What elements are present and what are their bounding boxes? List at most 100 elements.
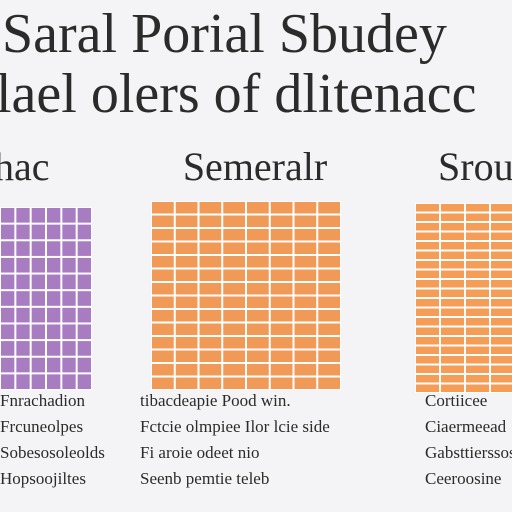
grid-cell — [77, 307, 91, 323]
grid-cell — [223, 337, 245, 349]
grid-cell — [16, 224, 30, 240]
grid-cell — [199, 323, 222, 335]
grid-cell — [199, 229, 222, 241]
grid-cell — [491, 280, 512, 288]
grid-cell — [199, 350, 222, 362]
grid-cell — [466, 280, 489, 288]
grid-cell — [466, 251, 489, 259]
caption-line: Frcuneolpes — [0, 417, 83, 436]
grid-cell — [16, 324, 30, 340]
grid-cell — [199, 377, 222, 389]
grid-cell — [31, 307, 45, 323]
grid-cell — [62, 357, 76, 373]
grid-cell — [199, 283, 222, 295]
grid-cell — [416, 356, 439, 364]
grid-cell — [152, 337, 174, 349]
grid-cell — [247, 377, 269, 389]
grid-cell — [294, 256, 317, 268]
grid-cell — [416, 365, 439, 373]
caption-line: tibacdeapie Pood win. — [140, 391, 291, 410]
grid-cell — [466, 318, 489, 326]
grid-cell — [175, 269, 198, 281]
title-line: lael olers of dlitenacc — [0, 63, 476, 125]
grid-cell — [270, 323, 293, 335]
grid-cell — [1, 357, 15, 373]
grid-cell — [152, 202, 174, 214]
grid-cell — [77, 274, 91, 290]
grid-cell — [77, 257, 91, 273]
caption-line: Seenb pemtie teleb — [140, 469, 269, 488]
grid-cell — [1, 208, 15, 223]
grid-cell — [16, 241, 30, 256]
caption-line: Cortiicee — [425, 391, 487, 410]
grid-cell — [441, 356, 464, 364]
grid-cell — [152, 350, 174, 362]
grid-cell — [47, 274, 61, 290]
grid-cell — [270, 350, 293, 362]
grid-cell — [175, 202, 198, 214]
grid-cell — [466, 337, 489, 345]
grid-cell — [47, 241, 61, 256]
grid-cell — [152, 242, 174, 254]
grid-cell — [270, 215, 293, 227]
grid-cell — [441, 270, 464, 278]
grid-cell — [491, 356, 512, 364]
grid-cell — [47, 374, 61, 389]
grid-cell — [175, 323, 198, 335]
grid-cell — [491, 232, 512, 240]
caption-line: Hopsoojiltes — [0, 469, 86, 488]
grid-cell — [318, 350, 340, 362]
grid-cell — [491, 242, 512, 250]
grid-cell — [31, 341, 45, 356]
grid-cell — [62, 324, 76, 340]
grid-cell — [62, 241, 76, 256]
grid-cell — [318, 202, 340, 214]
grid-cell — [16, 274, 30, 290]
grid-cell — [175, 296, 198, 308]
grid-cell — [491, 204, 512, 212]
grid-cell — [416, 280, 439, 288]
grid-cell — [175, 364, 198, 376]
grid-cell — [16, 357, 30, 373]
grid-cell — [294, 310, 317, 322]
grid-cell — [223, 323, 245, 335]
grid-cell — [247, 364, 269, 376]
grid-cell — [31, 274, 45, 290]
grid-cell — [77, 324, 91, 340]
grid-cell — [441, 365, 464, 373]
grid-cell — [31, 208, 45, 223]
grid-cell — [16, 257, 30, 273]
grid-cell — [294, 323, 317, 335]
grid-cell — [270, 364, 293, 376]
grid-cell — [441, 308, 464, 316]
panel-heading: Srou — [438, 144, 512, 189]
grid-cell — [416, 204, 439, 212]
grid-cell — [175, 310, 198, 322]
grid-cell — [318, 269, 340, 281]
grid-cell — [491, 289, 512, 297]
grid-cell — [62, 257, 76, 273]
grid-cell — [62, 274, 76, 290]
panel-heading: hac — [0, 144, 50, 189]
grid-cell — [416, 242, 439, 250]
grid-cell — [31, 257, 45, 273]
grid-cell — [247, 350, 269, 362]
grid-cell — [1, 241, 15, 256]
grid-cell — [466, 213, 489, 221]
grid-cell — [318, 337, 340, 349]
grid-cell — [77, 291, 91, 306]
caption-line: Gabsttierssos — [425, 443, 512, 462]
grid-cell — [1, 291, 15, 306]
grid-cell — [466, 308, 489, 316]
grid-cell — [318, 242, 340, 254]
caption-line: Ceeroosine — [425, 469, 501, 488]
grid-cell — [466, 384, 489, 392]
grid-cell — [77, 374, 91, 389]
grid-cell — [270, 310, 293, 322]
grid-cell — [199, 364, 222, 376]
grid-cell — [175, 215, 198, 227]
grid-cell — [491, 308, 512, 316]
grid-cell — [152, 215, 174, 227]
grid-cell — [199, 337, 222, 349]
